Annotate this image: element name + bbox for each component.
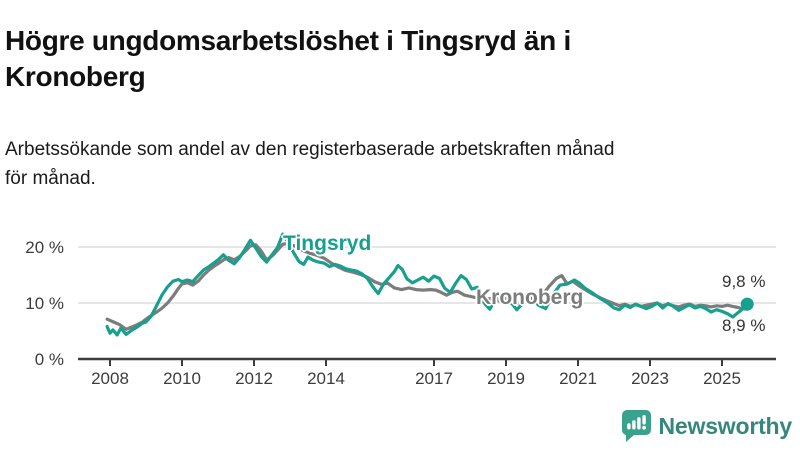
x-axis-label-2012: 2012 — [235, 369, 273, 388]
tingsryd-latest-point — [740, 297, 754, 311]
tingsryd-latest-value: 9,8 % — [722, 272, 766, 291]
x-axis-label-2014: 2014 — [307, 369, 345, 388]
x-axis-label-2017: 2017 — [415, 369, 453, 388]
page-title-line2: Kronoberg — [5, 60, 146, 92]
newsworthy-wordmark: Newsworthy — [658, 412, 793, 439]
page-title: Högre ungdomsarbetslöshet i Tingsryd än … — [5, 23, 705, 95]
chart-subtitle-line1: Arbetssökande som andel av den registerb… — [5, 139, 615, 160]
series-label-kronoberg: Kronoberg — [476, 286, 584, 309]
x-axis-label-2010: 2010 — [163, 369, 201, 388]
chart-subtitle-line2: för månad. — [5, 167, 96, 189]
newsworthy-chart-bubble-icon — [620, 409, 652, 443]
y-axis-label-20: 20 % — [25, 238, 64, 257]
page-title-line1: Högre ungdomsarbetslöshet i Tingsryd än … — [5, 24, 571, 56]
x-axis-label-2021: 2021 — [559, 369, 597, 388]
kronoberg-line — [105, 242, 749, 331]
logo-bubble-shape — [621, 410, 651, 442]
tingsryd-line — [105, 232, 749, 337]
x-axis-label-2008: 2008 — [91, 369, 129, 388]
x-axis-label-2023: 2023 — [631, 369, 669, 388]
kronoberg-latest-value: 8,9 % — [722, 316, 766, 335]
y-axis-label-0: 0 % — [35, 350, 64, 369]
y-axis-label-10: 10 % — [25, 294, 64, 313]
x-axis-label-2019: 2019 — [487, 369, 525, 388]
chart-subtitle: Arbetssökande som andel av den registerb… — [5, 136, 795, 193]
series-label-tingsryd: Tingsryd — [283, 232, 372, 255]
newsworthy-logo[interactable]: Newsworthy — [620, 409, 792, 443]
x-axis-label-2025: 2025 — [703, 369, 741, 388]
